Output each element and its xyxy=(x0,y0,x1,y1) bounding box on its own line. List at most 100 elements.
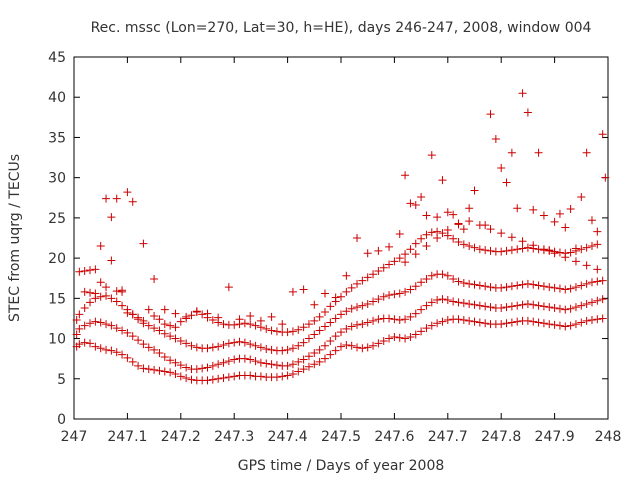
data-point xyxy=(497,320,506,329)
data-point xyxy=(363,299,372,308)
data-point xyxy=(214,342,223,351)
data-point xyxy=(555,248,564,257)
data-point xyxy=(107,346,116,355)
data-point xyxy=(417,327,426,336)
data-point xyxy=(507,246,516,255)
data-point xyxy=(246,371,255,380)
data-point xyxy=(72,316,81,325)
data-point xyxy=(86,266,95,275)
data-point xyxy=(358,344,367,353)
data-point xyxy=(331,332,340,341)
data-point xyxy=(251,321,260,330)
data-point xyxy=(203,363,212,372)
data-point xyxy=(128,310,137,319)
data-point xyxy=(256,372,265,381)
data-point xyxy=(337,342,345,351)
data-point xyxy=(481,302,490,311)
data-point xyxy=(337,292,345,301)
data-point xyxy=(502,303,511,312)
data-point xyxy=(406,312,415,321)
data-point xyxy=(246,312,255,321)
data-point xyxy=(272,373,281,382)
data-point xyxy=(288,369,297,378)
data-point xyxy=(601,173,610,182)
data-point xyxy=(587,278,596,287)
x-tick-label: 247.9 xyxy=(535,429,575,445)
data-point xyxy=(593,240,602,249)
data-point xyxy=(320,354,329,363)
data-point xyxy=(385,260,394,269)
data-point xyxy=(481,319,490,328)
data-point xyxy=(219,340,228,349)
data-point xyxy=(304,334,313,343)
ticks-layer: 247 247.1 247.2 247.3 247.4 247.5 247.6 247.7 24… xyxy=(48,50,621,445)
data-point xyxy=(502,319,511,328)
data-point xyxy=(422,242,431,251)
data-point xyxy=(427,271,436,280)
data-point xyxy=(443,271,452,280)
data-point xyxy=(411,250,420,259)
data-point xyxy=(566,321,575,330)
data-point xyxy=(507,233,516,242)
data-point xyxy=(454,315,463,324)
data-point xyxy=(561,223,570,232)
series-5 xyxy=(80,89,607,329)
data-point xyxy=(550,249,559,258)
data-point xyxy=(513,301,522,310)
data-point xyxy=(123,308,132,317)
data-point xyxy=(150,275,159,284)
data-point xyxy=(529,317,538,326)
x-tick-label: 247.8 xyxy=(481,429,521,445)
data-point xyxy=(246,340,255,349)
data-point xyxy=(374,339,383,348)
data-point xyxy=(561,322,570,331)
data-point xyxy=(331,293,340,302)
data-point xyxy=(128,332,137,341)
data-point xyxy=(411,309,420,318)
data-point xyxy=(465,204,474,213)
data-point xyxy=(219,373,228,382)
data-point xyxy=(128,197,137,206)
data-point xyxy=(118,350,127,359)
data-point xyxy=(582,243,591,252)
x-tick-label: 247.7 xyxy=(428,429,468,445)
data-point xyxy=(347,341,356,350)
data-point xyxy=(102,194,111,203)
data-point xyxy=(118,326,127,335)
data-point xyxy=(224,283,233,292)
data-point xyxy=(150,324,159,333)
data-point xyxy=(304,362,313,371)
data-point xyxy=(577,281,586,290)
data-point xyxy=(139,316,148,325)
data-point xyxy=(155,349,164,358)
data-point xyxy=(539,302,548,311)
data-point xyxy=(353,320,362,329)
data-point xyxy=(150,345,159,354)
data-point xyxy=(353,303,362,312)
data-point xyxy=(262,359,271,368)
series-2 xyxy=(72,295,607,374)
data-point xyxy=(315,326,324,335)
data-point xyxy=(353,234,362,242)
data-point xyxy=(171,358,180,367)
data-point xyxy=(379,263,388,272)
data-point xyxy=(598,130,607,139)
data-point xyxy=(497,283,506,292)
data-point xyxy=(459,316,468,325)
data-point xyxy=(342,287,351,296)
data-point xyxy=(470,280,479,289)
data-point xyxy=(486,303,495,312)
data-point xyxy=(353,343,362,352)
data-point xyxy=(539,282,548,291)
data-point xyxy=(465,242,474,251)
data-point xyxy=(427,321,436,330)
data-point xyxy=(529,300,538,309)
data-point xyxy=(571,283,580,292)
data-point xyxy=(144,365,153,374)
data-point xyxy=(176,317,185,326)
data-point xyxy=(182,339,191,348)
data-point xyxy=(486,246,495,255)
data-point xyxy=(406,332,415,341)
data-point xyxy=(80,338,89,347)
